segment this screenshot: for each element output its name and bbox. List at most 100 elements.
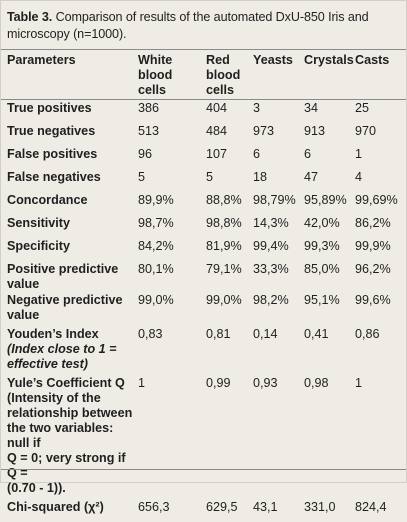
table-cell: 99,6% [355,293,391,307]
row-parameter: Youden’s Index (Index close to 1 = effecti… [1,323,138,372]
bottom-rule [1,469,406,470]
table-cell: 99,9% [355,239,391,253]
parameter-description: relationship between [7,406,133,420]
parameter-name: True negatives [7,124,96,138]
parameter-name: Negative predictive value [7,293,123,322]
row-parameter: Chi-squared (χ²) [1,496,138,522]
table-row: Specificity 84,2% 81,9% 99,4% 99,3% 99,9% [1,238,406,261]
table-cell: 6 [253,147,261,161]
table-row: False negatives 5 5 18 47 4 [1,169,406,192]
parameter-note: (Index close to 1 = [7,342,117,356]
table-cell: 96,2% [355,262,391,276]
header-crystals: Crystals [304,53,354,67]
table-cell: 6 [304,147,312,161]
caption-label: Table 3. [7,10,53,24]
table-cell: 99,69% [355,193,398,207]
table-cell: 34 [304,101,319,115]
table-cell: 18 [253,170,268,184]
table-cell: 80,1% [138,262,174,276]
table-cell: 1 [138,376,146,390]
row-parameter: Negative predictive value [1,292,138,323]
header-parameters: Parameters [7,53,76,67]
table-cell: 656,3 [138,500,170,514]
table-cell: 84,2% [138,239,174,253]
row-parameter: False positives [1,146,138,169]
header-red-blood-cells: Red blood cells [206,53,241,97]
table-cell: 5 [138,170,146,184]
table-cell: 0,93 [253,376,278,390]
header-casts: Casts [355,53,390,67]
table-row: Positive predictive value 80,1% 79,1% 33,3%… [1,261,406,292]
table-cell: 970 [355,124,377,138]
table-cell: 98,8% [206,216,242,230]
table-cell: 99,0% [206,293,242,307]
table-body: True positives 386 404 3 34 25 True negatives 5… [1,100,406,522]
row-parameter: True positives [1,100,138,123]
header-rule [1,99,406,100]
table-cell: 33,3% [253,262,289,276]
table-row: Chi-squared (χ²) 656,3 629,5 43,1 331,0 824,4 [1,496,406,522]
table-cell: 98,7% [138,216,174,230]
parameter-name: False negatives [7,170,101,184]
table-cell: 88,8% [206,193,242,207]
table-cell: 99,0% [138,293,174,307]
parameter-name: True positives [7,101,92,115]
table-row: True positives 386 404 3 34 25 [1,100,406,123]
parameter-note: effective test) [7,357,88,371]
table-row: Yule’s Coefficient Q (Intensity of the rel… [1,372,406,496]
parameter-name: Youden’s Index [7,327,99,341]
parameter-description: (0.70 - 1)). [7,481,66,495]
table-row: Sensitivity 98,7% 98,8% 14,3% 42,0% 86,2% [1,215,406,238]
table-cell: 85,0% [304,262,340,276]
parameter-name: Positive predictive value [7,262,119,291]
table-cell: 47 [304,170,319,184]
table-header: Parameters White blood cells Red blood cells… [1,50,406,100]
table-cell: 331,0 [304,500,336,514]
table-cell: 4 [355,170,363,184]
table-cell: 0,86 [355,327,380,341]
table-row: True negatives 513 484 973 913 970 [1,123,406,146]
table-cell: 89,9% [138,193,174,207]
table-cell: 86,2% [355,216,391,230]
table-cell: 0,98 [304,376,329,390]
table-cell: 99,3% [304,239,340,253]
table-cell: 513 [138,124,160,138]
table-cell: 107 [206,147,228,161]
table-cell: 0,14 [253,327,278,341]
table-cell: 99,4% [253,239,289,253]
parameter-name: False positives [7,147,98,161]
row-parameter: Positive predictive value [1,261,138,292]
row-parameter: Concordance [1,192,138,215]
table-cell: 386 [138,101,160,115]
table-cell: 98,79% [253,193,296,207]
table-cell: 404 [206,101,228,115]
row-parameter: Yule’s Coefficient Q (Intensity of the rel… [1,372,138,496]
table-row: False positives 96 107 6 6 1 [1,146,406,169]
table-cell: 95,89% [304,193,347,207]
row-parameter: Sensitivity [1,215,138,238]
header-yeasts: Yeasts [253,53,293,67]
table-row: Youden’s Index (Index close to 1 = effecti… [1,323,406,372]
table-caption: Table 3. Comparison of results of the au… [7,9,402,42]
row-parameter: True negatives [1,123,138,146]
parameter-name: Specificity [7,239,70,253]
parameter-description: Q = 0; very strong if Q = [7,451,126,480]
table-cell: 14,3% [253,216,289,230]
table-cell: 973 [253,124,275,138]
table-cell: 43,1 [253,500,278,514]
parameter-description: the two variables: null if [7,421,114,450]
table-cell: 824,4 [355,500,387,514]
parameter-name: Yule’s Coefficient Q [7,376,125,390]
parameter-name: Concordance [7,193,88,207]
table-row: Negative predictive value 99,0% 99,0% 98,2%… [1,292,406,323]
table-cell: 81,9% [206,239,242,253]
table-cell: 484 [206,124,228,138]
table-cell: 79,1% [206,262,242,276]
table-cell: 95,1% [304,293,340,307]
top-rule [1,49,406,50]
parameter-description: (Intensity of the [7,391,101,405]
results-table: Parameters White blood cells Red blood cells… [1,50,406,522]
table-cell: 1 [355,376,363,390]
table-row: Concordance 89,9% 88,8% 98,79% 95,89% 99,69% [1,192,406,215]
table-cell: 5 [206,170,214,184]
